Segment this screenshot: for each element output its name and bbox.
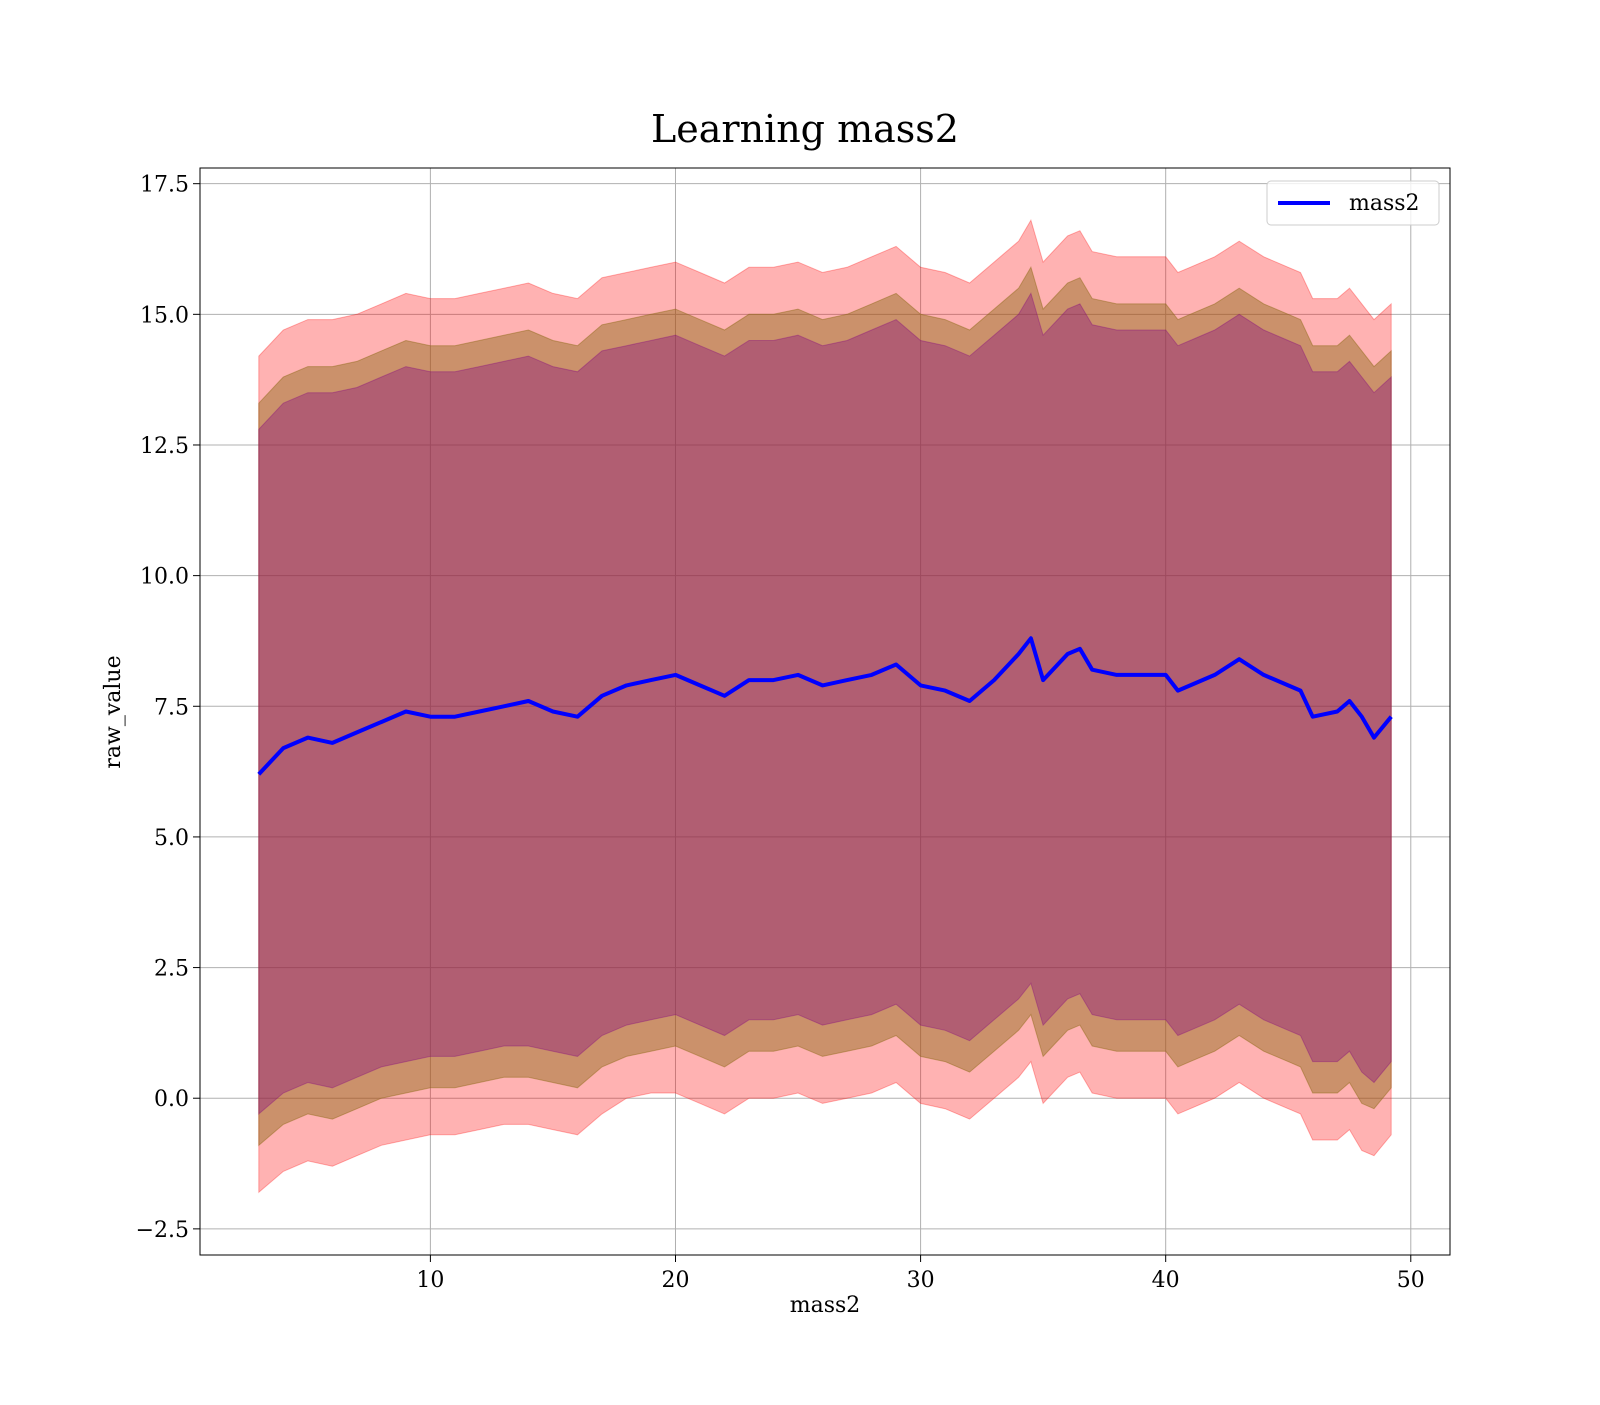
x-tick-label: 40	[1152, 1268, 1180, 1293]
y-axis-label: raw_value	[101, 655, 126, 768]
confidence-band-3	[258, 292, 1392, 1115]
y-tick-label: 0.0	[154, 1087, 189, 1112]
grid-layer	[200, 168, 1450, 1255]
line-layer	[257, 636, 1393, 776]
y-tick-label: 15.0	[140, 303, 189, 328]
legend-label-mass2: mass2	[1349, 191, 1420, 216]
tick-layer: 10 20 30 40 50 −2.5 0.0 2.5 5.0 7.5 10.0 12.5 15.0 17…	[136, 173, 1425, 1293]
y-tick-label: 5.0	[154, 826, 189, 851]
confidence-band-2	[258, 266, 1392, 1147]
x-axis-label: mass2	[790, 1293, 861, 1318]
band-layer	[258, 219, 1392, 1194]
y-tick-label: 2.5	[154, 957, 189, 982]
plot-frame	[199, 167, 1451, 1256]
y-tick-label: 10.0	[140, 565, 189, 590]
y-tick-label: −2.5	[136, 1218, 189, 1243]
x-tick-label: 30	[907, 1268, 935, 1293]
x-tick-label: 20	[661, 1268, 689, 1293]
y-tick-label: 12.5	[140, 434, 189, 459]
x-tick-label: 10	[416, 1268, 444, 1293]
legend-box	[1266, 180, 1440, 226]
series-line-mass2	[257, 636, 1393, 776]
legend: mass2	[1266, 180, 1440, 226]
confidence-band-1	[258, 219, 1392, 1194]
y-tick-label: 17.5	[140, 173, 189, 198]
x-tick-label: 50	[1397, 1268, 1425, 1293]
chart-title: Learning mass2	[651, 107, 959, 151]
y-tick-label: 7.5	[154, 695, 189, 720]
